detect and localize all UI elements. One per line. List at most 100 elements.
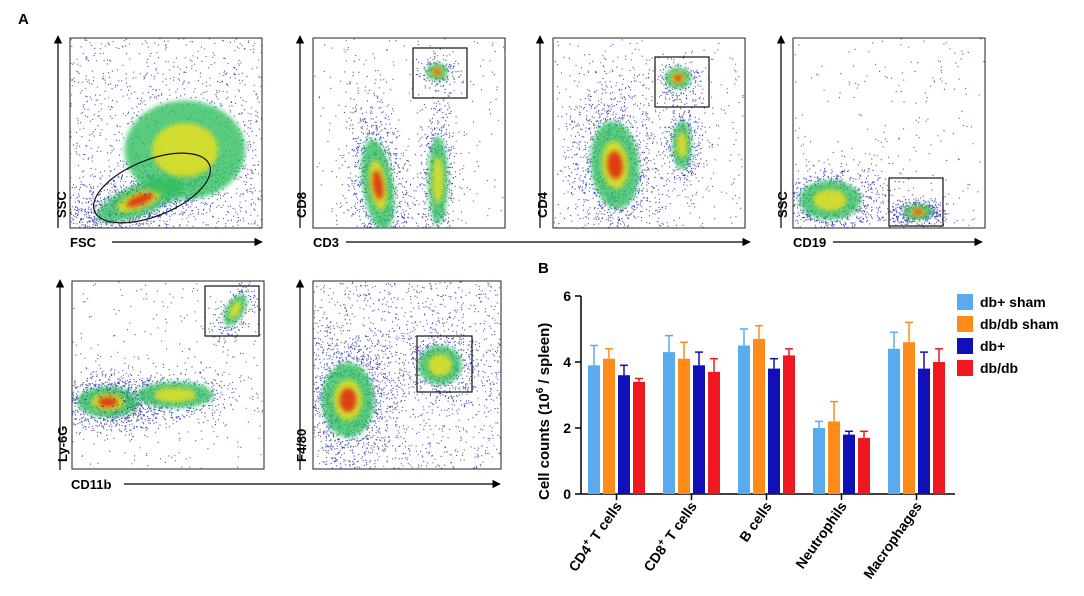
- y-axis-label: SSC: [54, 191, 69, 218]
- legend-swatch: [957, 360, 973, 376]
- legend-label: db/db sham: [980, 316, 1059, 332]
- density-high: [676, 131, 688, 159]
- scatter-cloud: [314, 38, 505, 228]
- scatter-cloud: [553, 39, 745, 228]
- gate-box: [888, 177, 944, 227]
- scatter-cluster-points: [409, 50, 464, 96]
- x-category-label-sup: +: [580, 537, 592, 548]
- flow-plot-cd4: CD4: [535, 35, 746, 229]
- gate-box: [412, 47, 468, 99]
- plot-frame: [312, 37, 506, 229]
- density-high: [813, 189, 847, 211]
- y-tick-label: 2: [563, 420, 571, 436]
- x-category-label: Neutrophils: [792, 498, 850, 571]
- x-category-label-tail: T cells: [585, 498, 625, 546]
- x-axis-label: FSC: [70, 235, 97, 250]
- bar: [843, 434, 855, 494]
- x-axis-label: CD3: [313, 235, 339, 250]
- bar: [813, 428, 825, 494]
- y-axis-label: Ly-6G: [55, 426, 70, 462]
- legend-label: db+ sham: [980, 294, 1046, 310]
- bar: [933, 362, 945, 494]
- legend-label: db/db: [980, 360, 1018, 376]
- bar: [783, 355, 795, 494]
- flow-plot-f480: F4/80: [294, 279, 502, 470]
- flow-plot-cd19-ssc: SSC CD19: [775, 35, 986, 250]
- y-axis-title-tail: / spleen): [536, 323, 553, 388]
- y-tick-label: 0: [563, 486, 571, 502]
- flow-plot-cd3-cd8: CD8 CD3: [294, 35, 751, 250]
- bar: [588, 365, 600, 494]
- density-peak: [98, 397, 118, 407]
- legend-swatch: [957, 316, 973, 332]
- x-category-label-tail: T cells: [660, 498, 700, 546]
- flow-plot-cd11b-ly6g: Ly-6G CD11b: [55, 279, 501, 492]
- legend-swatch: [957, 294, 973, 310]
- bars: [588, 321, 945, 494]
- x-category-label: Macrophages: [860, 498, 925, 581]
- bar: [603, 358, 615, 494]
- y-axis-title-sup: 6: [535, 387, 546, 393]
- legend-swatch: [957, 338, 973, 354]
- gate-box: [654, 56, 710, 108]
- x-axis-label: CD11b: [71, 477, 112, 492]
- bar: [828, 421, 840, 494]
- y-axis-title: Cell counts (106 / spleen): [535, 323, 553, 500]
- density-peak: [913, 209, 923, 215]
- bar: [618, 375, 630, 494]
- gate-box: [204, 285, 260, 337]
- legend-label: db+: [980, 338, 1005, 354]
- scatter-cluster-points: [875, 194, 975, 228]
- x-category-label: CD4+ T cells: [564, 498, 625, 575]
- scatter-cluster-points: [379, 302, 500, 413]
- y-tick-label: 6: [563, 288, 571, 304]
- gate-ellipse: [92, 152, 212, 224]
- x-category-label: B cells: [736, 498, 775, 544]
- density-high: [428, 354, 452, 376]
- x-category-label-sup: +: [655, 537, 667, 548]
- bar: [858, 437, 870, 494]
- plot-frame: [552, 37, 746, 229]
- scatter-cloud: [793, 38, 985, 228]
- y-axis-label: SSC: [775, 191, 790, 218]
- x-category-label: CD8+ T cells: [639, 498, 700, 575]
- y-axis-label: F4/80: [294, 429, 309, 462]
- y-axis-title-main: Cell counts (10: [536, 393, 553, 500]
- scatter-cluster-points: [414, 53, 467, 228]
- x-axis-label: CD19: [793, 235, 826, 250]
- bar: [633, 381, 645, 494]
- bar: [738, 345, 750, 494]
- density-high: [228, 301, 242, 319]
- panel-letter-b: B: [538, 260, 549, 277]
- bar: [768, 368, 780, 494]
- density-peak: [126, 192, 154, 208]
- bar: [663, 352, 675, 494]
- density-peak: [339, 388, 357, 412]
- density-high: [152, 123, 218, 177]
- x-category-label-main: B cells: [736, 498, 775, 544]
- bar: [753, 338, 765, 494]
- bar: [708, 371, 720, 494]
- x-category-label-main: Macrophages: [860, 498, 925, 581]
- scatter-background: [72, 281, 264, 469]
- density-high: [432, 156, 444, 204]
- scatter-cloud: [72, 281, 264, 469]
- density-peak: [607, 151, 623, 179]
- y-axis-label: CD8: [294, 192, 309, 218]
- bar: [903, 342, 915, 494]
- legend: db+ sham db/db sham db+ db/db: [957, 294, 1059, 376]
- scatter-cloud: [313, 281, 501, 469]
- scatter-cluster-points: [331, 40, 427, 228]
- y-ticks: 0 2 4 6: [563, 288, 581, 502]
- bar: [678, 358, 690, 494]
- y-tick-label: 4: [563, 354, 571, 370]
- bar: [693, 365, 705, 494]
- bar: [888, 348, 900, 494]
- density-high: [154, 387, 196, 403]
- bar: [918, 368, 930, 494]
- density-peak: [372, 170, 384, 200]
- density-peak: [673, 74, 683, 82]
